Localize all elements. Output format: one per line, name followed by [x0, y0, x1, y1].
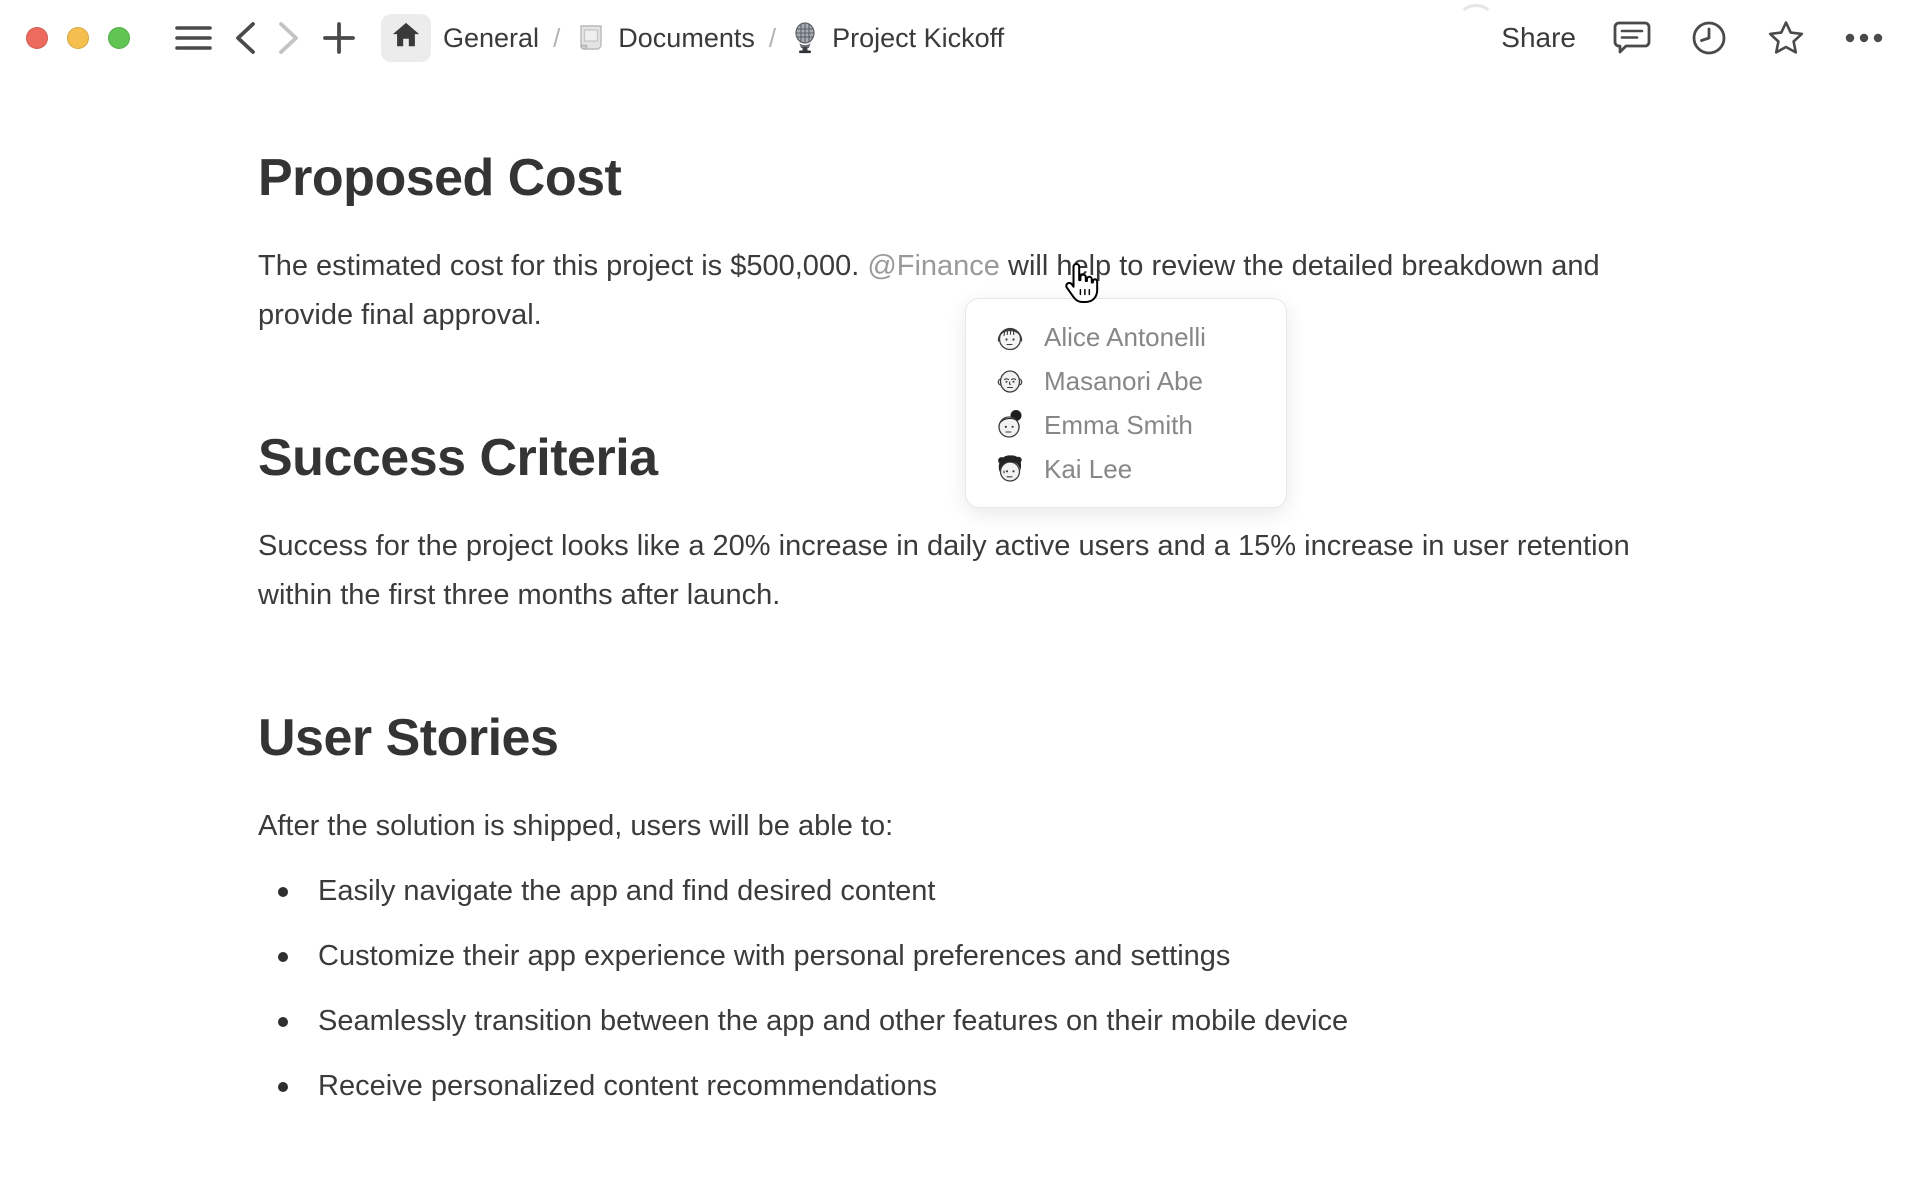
mention-menu-item-alice[interactable]: Alice Antonelli [966, 315, 1286, 359]
fading-collaborator-avatar [1458, 4, 1494, 34]
comment-bubble-icon [1613, 20, 1651, 56]
heading-success-criteria: Success Criteria [258, 429, 658, 487]
heading-user-stories: User Stories [258, 709, 559, 767]
minimize-window-button[interactable] [67, 27, 89, 49]
mention-menu-item-emma[interactable]: Emma Smith [966, 403, 1286, 447]
list-item: Receive personalized content recommendat… [258, 1062, 1698, 1111]
window-toolbar: General / Documents / [0, 0, 1920, 76]
user-stories-list: Easily navigate the app and find desired… [258, 867, 1698, 1111]
section-proposed-cost: Proposed Cost The estimated cost for thi… [258, 148, 1698, 340]
section-success-criteria: Success Criteria Success for the project… [258, 428, 1698, 620]
pointer-hand-cursor [1058, 262, 1102, 313]
list-item: Customize their app experience with pers… [258, 932, 1698, 981]
more-options-button[interactable] [1845, 33, 1883, 43]
history-button[interactable] [1691, 20, 1727, 56]
breadcrumb-label: Project Kickoff [832, 22, 1005, 53]
cost-text-before: The estimated cost for this project is $… [258, 250, 868, 282]
avatar-woman-bun [992, 407, 1028, 443]
avatar-woman-bangs [992, 319, 1028, 355]
user-stories-intro: After the solution is shipped, users wil… [258, 810, 894, 842]
chevron-right-icon [278, 21, 300, 55]
mention-dropdown-menu: Alice Antonelli Masanori Abe [965, 298, 1287, 508]
document-canvas[interactable]: Proposed Cost The estimated cost for thi… [0, 76, 1712, 1111]
studio-microphone-icon [790, 22, 820, 54]
share-button[interactable]: Share [1501, 22, 1576, 53]
sidebar-menu-button[interactable] [175, 25, 212, 51]
traffic-lights [26, 27, 130, 49]
zoom-window-button[interactable] [108, 27, 130, 49]
breadcrumb-item-documents[interactable]: Documents [574, 22, 755, 54]
breadcrumb-label: General [443, 22, 540, 53]
breadcrumb: General / Documents / [367, 14, 1010, 62]
ellipsis-icon [1845, 33, 1883, 43]
close-window-button[interactable] [26, 27, 48, 49]
mention-menu-item-kai[interactable]: Kai Lee [966, 447, 1286, 491]
forward-button[interactable] [278, 21, 300, 55]
finance-mention-link[interactable]: @Finance [867, 250, 1000, 282]
plus-icon [322, 21, 356, 55]
star-icon [1767, 20, 1805, 56]
mention-menu-item-masanori[interactable]: Masanori Abe [966, 359, 1286, 403]
list-item: Seamlessly transition between the app an… [258, 997, 1698, 1046]
avatar-bald-man [992, 363, 1028, 399]
breadcrumb-home-button[interactable] [381, 14, 431, 62]
proposed-cost-paragraph: The estimated cost for this project is $… [258, 242, 1698, 340]
favorite-button[interactable] [1767, 20, 1805, 56]
breadcrumb-separator: / [768, 22, 777, 53]
mention-user-name: Emma Smith [1044, 409, 1193, 440]
section-user-stories: User Stories After the solution is shipp… [258, 708, 1698, 1111]
breadcrumb-item-general[interactable]: General [443, 23, 539, 54]
breadcrumb-label: Documents [618, 22, 755, 53]
cost-text-after: will help to review the detailed breakdo… [258, 250, 1600, 331]
back-button[interactable] [234, 21, 256, 55]
mention-user-name: Alice Antonelli [1044, 321, 1206, 352]
breadcrumb-separator: / [553, 22, 561, 53]
hamburger-icon [175, 25, 212, 51]
comments-button[interactable] [1613, 20, 1651, 56]
mention-user-name: Masanori Abe [1044, 365, 1203, 396]
scroll-document-icon [574, 22, 606, 54]
list-item: Easily navigate the app and find desired… [258, 867, 1698, 916]
chevron-left-icon [234, 21, 256, 55]
avatar-man-dark-hair [992, 451, 1028, 487]
heading-proposed-cost: Proposed Cost [258, 149, 622, 207]
home-icon [391, 20, 421, 57]
new-document-button[interactable] [322, 21, 356, 55]
success-criteria-paragraph: Success for the project looks like a 20%… [258, 530, 1630, 611]
clock-icon [1691, 20, 1727, 56]
breadcrumb-item-project-kickoff[interactable]: Project Kickoff [790, 22, 1004, 54]
mention-user-name: Kai Lee [1044, 453, 1133, 484]
